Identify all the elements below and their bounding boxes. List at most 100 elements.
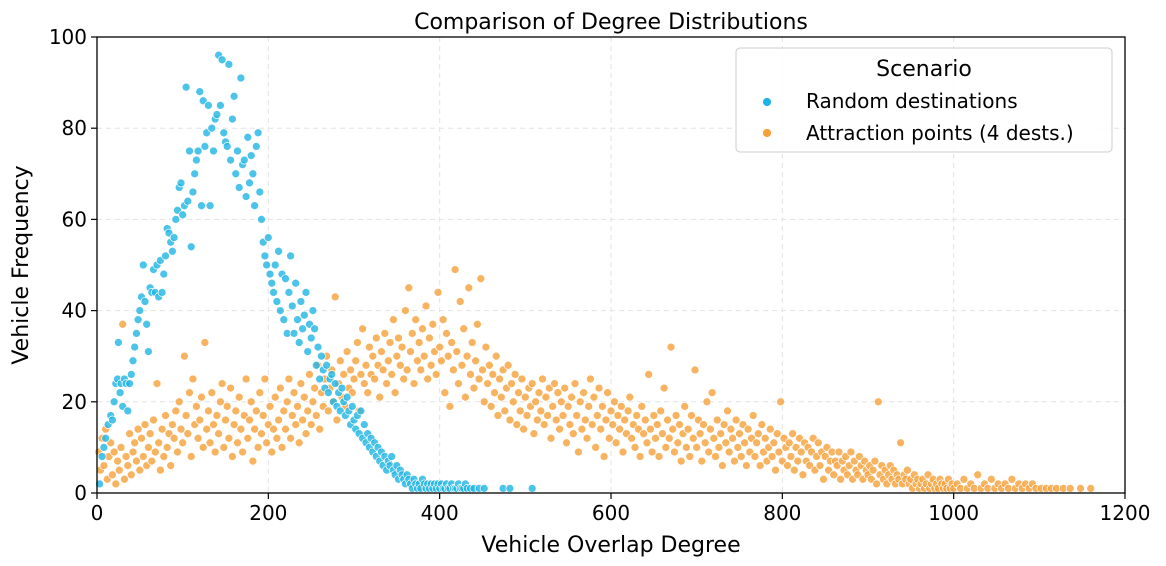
data-point — [637, 402, 647, 411]
data-point — [774, 447, 784, 457]
data-point — [613, 411, 623, 420]
data-point — [178, 438, 188, 448]
data-point — [383, 356, 393, 366]
data-point — [123, 406, 133, 416]
data-point — [385, 338, 395, 347]
data-point — [896, 438, 905, 448]
data-point — [433, 288, 443, 297]
data-point — [168, 420, 177, 429]
data-point — [697, 456, 707, 466]
data-point — [317, 351, 326, 361]
data-point — [539, 420, 549, 429]
data-point — [443, 351, 453, 361]
data-point — [245, 415, 254, 425]
data-point — [550, 379, 559, 388]
data-point — [299, 310, 309, 320]
data-point — [742, 461, 751, 470]
data-point — [270, 392, 280, 402]
data-point — [769, 438, 779, 448]
data-point — [281, 274, 290, 284]
data-point — [180, 351, 189, 361]
data-point — [299, 392, 309, 402]
data-point — [481, 342, 491, 352]
data-point — [243, 433, 253, 443]
data-point — [543, 411, 552, 420]
data-point — [846, 447, 856, 457]
data-point — [282, 397, 292, 407]
data-point — [269, 424, 278, 434]
data-point — [625, 392, 635, 402]
data-point — [263, 233, 273, 242]
data-point — [222, 402, 232, 411]
data-point — [255, 187, 265, 197]
data-point — [190, 169, 200, 179]
data-point — [527, 379, 537, 388]
data-point — [353, 338, 362, 347]
x-tick-label: 0 — [91, 501, 104, 525]
data-point — [733, 443, 743, 452]
data-point — [601, 415, 611, 425]
data-point — [315, 374, 325, 384]
data-point — [303, 347, 313, 356]
data-point — [411, 315, 421, 325]
data-point — [496, 392, 506, 402]
data-point — [246, 151, 256, 160]
data-point — [519, 424, 528, 434]
data-point — [644, 370, 654, 379]
data-point — [308, 397, 318, 407]
data-point — [510, 370, 520, 379]
data-point — [161, 251, 170, 261]
data-point — [663, 415, 672, 425]
data-point — [219, 128, 229, 138]
data-point — [108, 415, 117, 425]
data-point — [517, 374, 527, 384]
data-point — [305, 370, 314, 379]
data-point — [728, 433, 737, 443]
data-point — [471, 356, 480, 366]
data-point — [378, 365, 388, 375]
data-point — [121, 452, 131, 461]
data-point — [611, 438, 621, 448]
data-point — [351, 356, 361, 366]
data-point — [210, 447, 220, 457]
data-point — [269, 288, 278, 297]
data-point — [274, 246, 283, 256]
data-point — [135, 465, 145, 475]
data-point — [118, 319, 128, 329]
data-point — [903, 465, 912, 475]
data-point — [538, 374, 547, 384]
data-point — [185, 388, 194, 398]
data-point — [303, 406, 313, 416]
data-point — [370, 374, 379, 384]
data-point — [515, 406, 525, 416]
data-point — [765, 424, 775, 434]
data-point — [419, 351, 429, 361]
data-point — [284, 374, 294, 384]
data-point — [216, 101, 225, 110]
data-point — [216, 397, 225, 407]
data-point — [425, 333, 434, 343]
data-point — [784, 438, 794, 448]
data-point — [630, 443, 640, 452]
x-tick-label: 600 — [592, 501, 630, 525]
data-point — [156, 465, 165, 475]
data-point — [500, 406, 510, 416]
data-point — [873, 397, 883, 407]
y-axis-title: Vehicle Frequency — [9, 165, 34, 364]
data-point — [688, 433, 698, 443]
data-point — [291, 278, 301, 288]
data-point — [272, 433, 282, 443]
data-point — [132, 329, 141, 338]
data-point — [387, 370, 397, 379]
data-point — [568, 429, 578, 439]
data-point — [375, 392, 385, 402]
data-point — [440, 388, 450, 398]
data-point — [262, 260, 271, 270]
data-point — [311, 360, 321, 370]
data-point — [128, 356, 138, 366]
data-point — [241, 374, 251, 384]
data-point — [296, 379, 306, 388]
data-point — [485, 360, 494, 370]
data-point — [666, 342, 676, 352]
data-point — [610, 397, 619, 407]
